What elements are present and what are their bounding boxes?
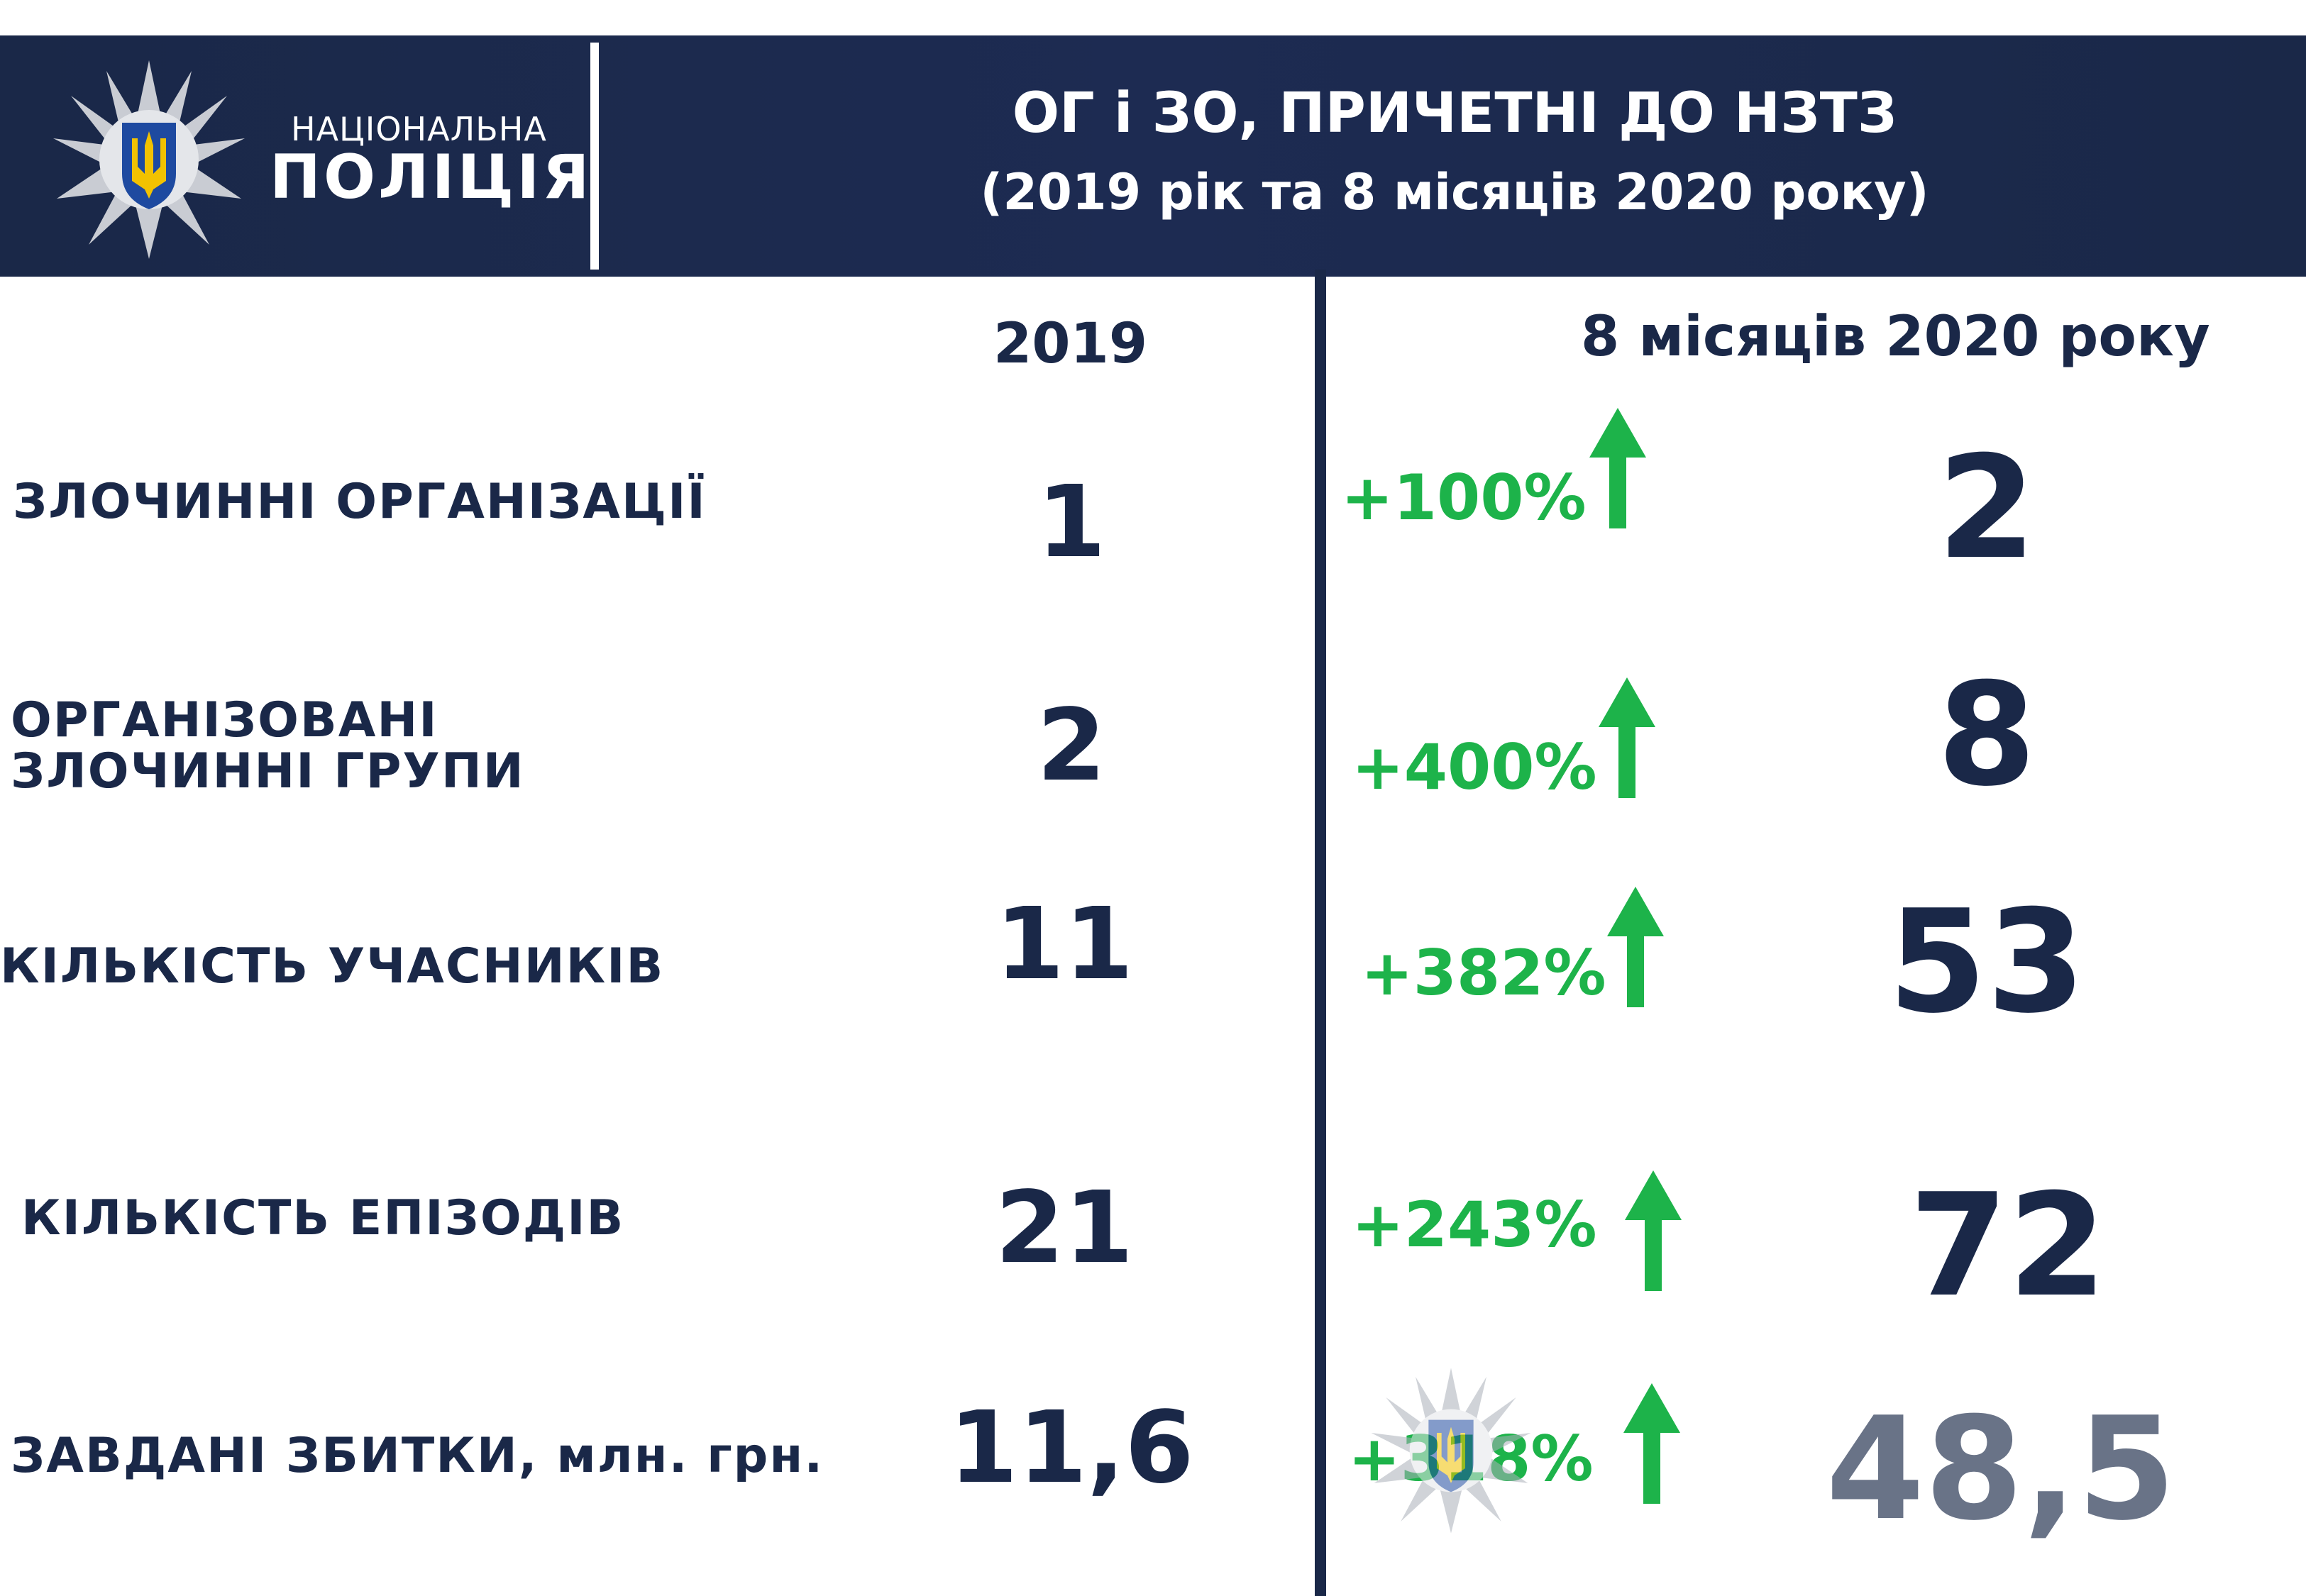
value-2020: 2 — [1937, 426, 2036, 591]
page-title: ОГ і ЗО, ПРИЧЕТНІ ДО НЗТЗ — [1012, 82, 1897, 145]
row-label-participants-count: КІЛЬКІСТЬ УЧАСНИКІВ — [0, 938, 665, 994]
row-label-damages: ЗАВДАНІ ЗБИТКИ, млн. грн. — [11, 1428, 824, 1484]
column-header-2019: 2019 — [993, 312, 1148, 376]
value-2019: 11,6 — [949, 1390, 1194, 1506]
change-percent: +243% — [1352, 1188, 1597, 1261]
logo-text-small: НАЦІОНАЛЬНА — [291, 110, 547, 148]
row-label-episodes-count: КІЛЬКІСТЬ ЕПІЗОДІВ — [21, 1190, 625, 1246]
arrow-up-icon — [1607, 887, 1664, 1007]
value-2020: 8 — [1937, 653, 2036, 818]
arrow-up-icon — [1599, 677, 1655, 798]
change-percent: +382% — [1361, 936, 1606, 1009]
police-star-logo-icon — [53, 60, 245, 259]
value-2020: 48,5 — [1826, 1387, 2176, 1552]
logo-text-big: ПОЛІЦІЯ — [270, 142, 592, 213]
header-divider — [590, 43, 599, 270]
arrow-up-icon — [1623, 1383, 1680, 1504]
value-2019: 1 — [1037, 465, 1106, 580]
page-subtitle: (2019 рік та 8 місяців 2020 року) — [980, 163, 1929, 221]
column-header-2020: 8 місяців 2020 року — [1581, 305, 2210, 369]
header-banner: НАЦІОНАЛЬНА ПОЛІЦІЯ ОГ і ЗО, ПРИЧЕТНІ ДО… — [0, 35, 2306, 277]
value-2019: 11 — [995, 887, 1134, 1002]
row-label-organized-groups-line2: ЗЛОЧИННІ ГРУПИ — [11, 743, 525, 799]
change-percent: +100% — [1341, 461, 1587, 534]
column-divider — [1315, 270, 1326, 1596]
value-2020: 53 — [1887, 880, 2086, 1045]
row-label-organized-groups-line1: ОРГАНІЗОВАНІ — [11, 692, 438, 748]
value-2019: 21 — [995, 1170, 1134, 1286]
row-label-criminal-organizations: ЗЛОЧИННІ ОРГАНІЗАЦІЇ — [13, 474, 707, 530]
watermark-overlay — [1809, 1383, 2192, 1539]
arrow-up-icon — [1625, 1170, 1682, 1291]
change-percent: +400% — [1352, 731, 1597, 804]
value-2019: 2 — [1037, 688, 1106, 804]
police-star-watermark-icon — [1371, 1368, 1531, 1534]
value-2020: 72 — [1909, 1163, 2107, 1329]
arrow-up-icon — [1589, 408, 1646, 528]
